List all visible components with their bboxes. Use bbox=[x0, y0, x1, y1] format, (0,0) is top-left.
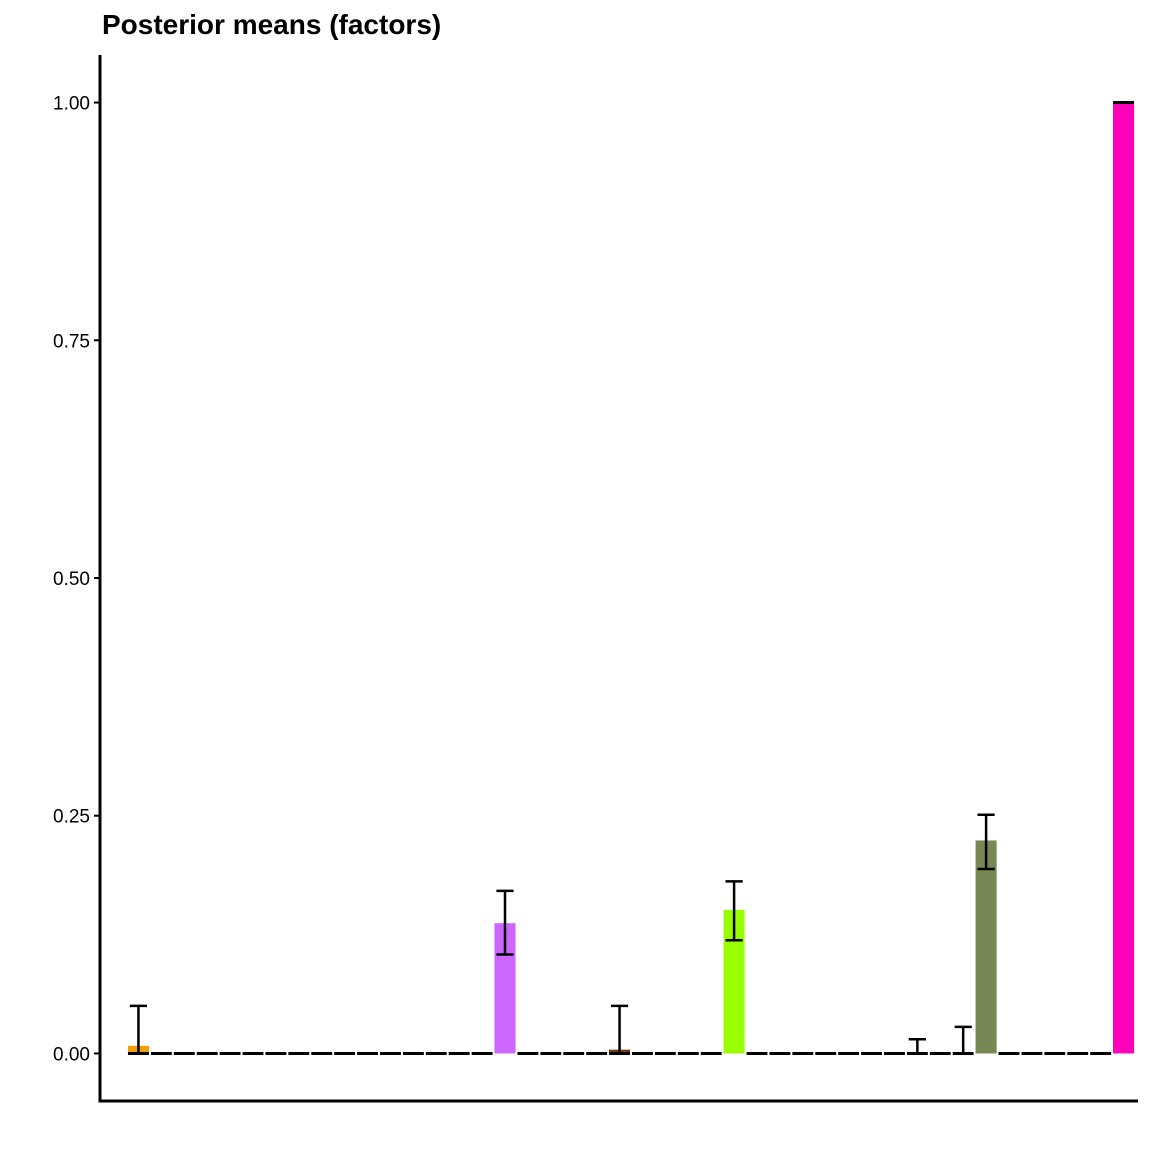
y-axis: 0.00 0.25 0.50 0.75 1.00 bbox=[53, 55, 102, 1101]
bar bbox=[975, 840, 997, 1054]
error-bars-group bbox=[128, 101, 1134, 1055]
y-tick-label: 0.25 bbox=[53, 807, 90, 828]
bars-group bbox=[127, 102, 1135, 1054]
y-tick-label: 0.50 bbox=[53, 569, 90, 590]
y-tick-label: 0.00 bbox=[53, 1044, 90, 1065]
y-tick-label: 1.00 bbox=[53, 94, 90, 115]
bar bbox=[723, 909, 745, 1054]
chart-title: Posterior means (factors) bbox=[102, 9, 441, 40]
y-tick-label: 0.75 bbox=[53, 331, 90, 352]
bar bbox=[1113, 102, 1135, 1054]
